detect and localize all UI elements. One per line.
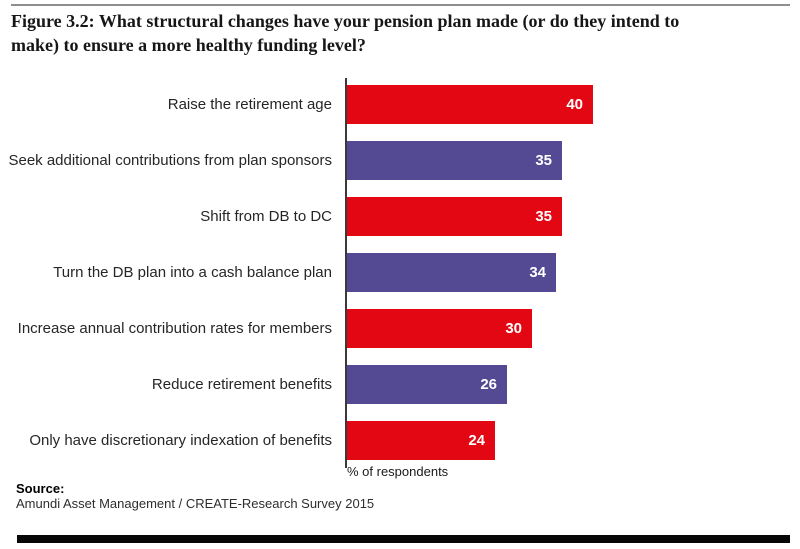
figure-title-line2: make) to ensure a more healthy funding l…: [11, 35, 366, 55]
source-block: Source: Amundi Asset Management / CREATE…: [16, 481, 374, 511]
bar-category-label: Only have discretionary indexation of be…: [29, 432, 332, 449]
bar: 40: [347, 85, 593, 124]
bar-row: Raise the retirement age 40: [0, 85, 800, 124]
bar-category-label: Raise the retirement age: [167, 96, 332, 113]
bar-value-label: 40: [566, 96, 583, 113]
bar: 35: [347, 197, 562, 236]
bar-row: Reduce retirement benefits 26: [0, 365, 800, 404]
bar-category-label: Reduce retirement benefits: [151, 376, 332, 393]
bar-row: Increase annual contribution rates for m…: [0, 309, 800, 348]
source-text: Amundi Asset Management / CREATE-Researc…: [16, 496, 375, 511]
bar-value-label: 35: [535, 152, 552, 169]
figure-title: Figure 3.2: What structural changes have…: [11, 9, 679, 57]
top-divider: [11, 4, 790, 6]
bottom-divider: [17, 535, 790, 543]
figure-title-line1: Figure 3.2: What structural changes have…: [11, 11, 680, 31]
bar-category-label: Increase annual contribution rates for m…: [17, 320, 332, 337]
bar-row: Shift from DB to DC 35: [0, 197, 800, 236]
bar-category-label: Seek additional contributions from plan …: [8, 152, 332, 169]
bar-row: Only have discretionary indexation of be…: [0, 421, 800, 460]
bar-value-label: 24: [468, 432, 485, 449]
y-axis-line: [345, 78, 347, 468]
source-label: Source:: [16, 481, 65, 496]
bar-category-label: Shift from DB to DC: [200, 208, 332, 225]
bar: 34: [347, 253, 556, 292]
bar-value-label: 35: [535, 208, 552, 225]
x-axis-label: % of respondents: [347, 464, 449, 479]
bar: 24: [347, 421, 495, 460]
bar-row: Seek additional contributions from plan …: [0, 141, 800, 180]
bar-value-label: 34: [529, 264, 546, 281]
bar-row: Turn the DB plan into a cash balance pla…: [0, 253, 800, 292]
bar-value-label: 26: [480, 376, 497, 393]
bar-category-label: Turn the DB plan into a cash balance pla…: [53, 264, 332, 281]
bar: 30: [347, 309, 532, 348]
bar: 26: [347, 365, 507, 404]
bar-value-label: 30: [505, 320, 522, 337]
bar: 35: [347, 141, 562, 180]
